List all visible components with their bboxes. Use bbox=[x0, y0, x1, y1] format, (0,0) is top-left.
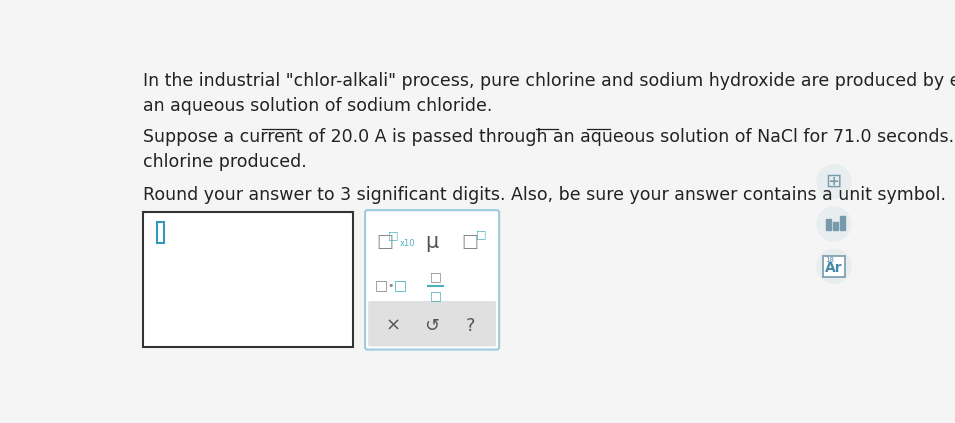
Text: ×: × bbox=[386, 317, 401, 335]
Text: μ: μ bbox=[425, 232, 438, 252]
Circle shape bbox=[817, 165, 851, 199]
Text: Suppose a current of 20.0 A is passed through an aqueous solution of NaCl for 71: Suppose a current of 20.0 A is passed th… bbox=[142, 128, 955, 171]
Text: x10: x10 bbox=[400, 239, 415, 248]
Text: In the industrial "chlor-alkali" process, pure chlorine and sodium hydroxide are: In the industrial "chlor-alkali" process… bbox=[142, 72, 955, 115]
Bar bbox=[823, 255, 845, 277]
Text: •: • bbox=[388, 280, 393, 291]
Text: Round your answer to 3 significant digits. Also, be sure your answer contains a : Round your answer to 3 significant digit… bbox=[142, 186, 945, 203]
Bar bbox=[826, 220, 831, 230]
Text: Ar: Ar bbox=[825, 261, 842, 275]
Text: □: □ bbox=[388, 230, 398, 240]
Text: □: □ bbox=[430, 270, 441, 283]
Bar bbox=[157, 222, 164, 243]
Text: ?: ? bbox=[466, 317, 476, 335]
Bar bbox=[142, 212, 353, 347]
Text: □: □ bbox=[376, 233, 393, 251]
FancyBboxPatch shape bbox=[368, 301, 496, 346]
Text: □: □ bbox=[374, 279, 388, 293]
Text: □: □ bbox=[476, 229, 486, 239]
Text: 18: 18 bbox=[825, 257, 834, 263]
Bar bbox=[833, 222, 838, 230]
Text: ⊞: ⊞ bbox=[826, 172, 842, 191]
Bar bbox=[840, 216, 845, 230]
Text: ↺: ↺ bbox=[425, 317, 439, 335]
Circle shape bbox=[817, 250, 851, 283]
Text: □: □ bbox=[393, 279, 407, 293]
FancyBboxPatch shape bbox=[365, 210, 499, 349]
Text: □: □ bbox=[461, 233, 478, 251]
Circle shape bbox=[817, 207, 851, 241]
Text: □: □ bbox=[430, 289, 441, 302]
